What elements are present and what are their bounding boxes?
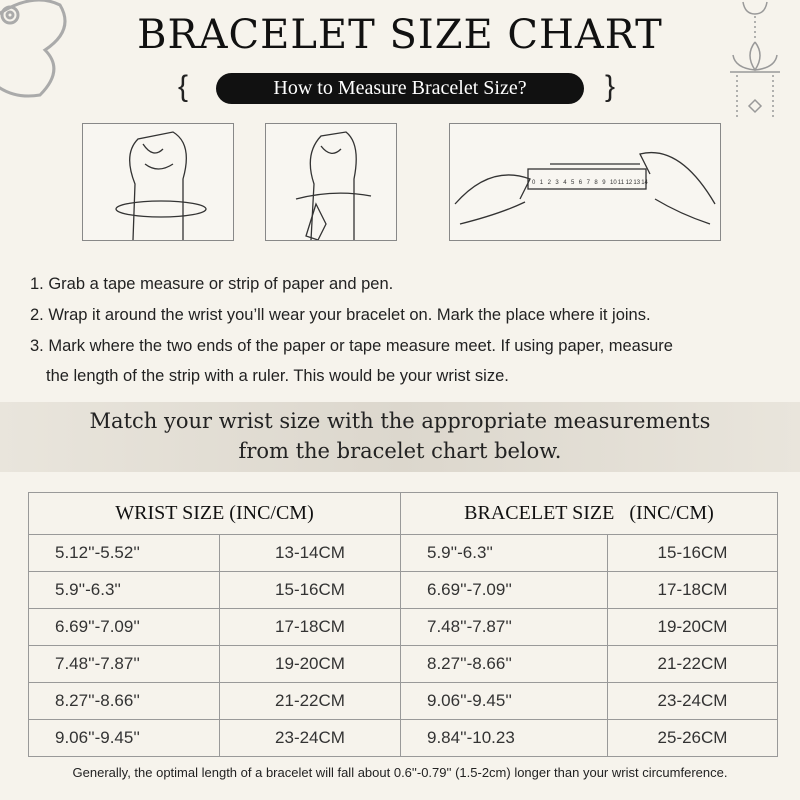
table-row: 7.48''-7.87'' 19-20CM 8.27''-8.66'' 21-22CM: [28, 645, 778, 683]
instruction-step-3: 3. Mark where the two ends of the paper …: [30, 337, 673, 355]
ruler-number: 2: [548, 180, 552, 186]
hands-ruler-icon: 0 1 2 3 4 5 6 7 8 9 10 11 12 13 14: [454, 152, 716, 225]
ruler-number: 10: [610, 180, 617, 186]
cell-bracelet-inches: 5.9''-6.3'': [400, 534, 608, 572]
ruler-number: 3: [555, 180, 559, 186]
cell-bracelet-cm: 21-22CM: [607, 645, 778, 683]
hand-wrist-tape-icon: [115, 131, 207, 241]
illustration-mark-tape: [265, 123, 397, 241]
cell-wrist-cm: 21-22CM: [219, 682, 401, 720]
ruler-number: 5: [571, 180, 575, 186]
flourish-left-icon: {: [178, 70, 189, 103]
cell-bracelet-cm: 25-26CM: [607, 719, 778, 757]
cell-bracelet-inches: 8.27''-8.66'': [400, 645, 608, 683]
cell-wrist-inches: 9.06''-9.45'': [28, 719, 220, 757]
ruler-number: 13: [633, 180, 640, 186]
illustration-wrap-wrist: [82, 123, 234, 241]
hand-marking-pen-icon: [295, 131, 372, 241]
footer-note: Generally, the optimal length of a brace…: [72, 765, 728, 780]
cell-wrist-inches: 5.9''-6.3'': [28, 571, 220, 609]
header-bracelet-size: BRACELET SIZE (INC/CM): [400, 492, 778, 535]
cell-wrist-cm: 19-20CM: [219, 645, 401, 683]
instruction-step-1: 1. Grab a tape measure or strip of paper…: [30, 275, 394, 293]
section-heading-pill: How to Measure Bracelet Size?: [216, 73, 584, 104]
page-title: BRACELET SIZE CHART: [137, 12, 663, 58]
cell-wrist-cm: 15-16CM: [219, 571, 401, 609]
ruler-number: 9: [602, 180, 606, 186]
cell-bracelet-cm: 17-18CM: [607, 571, 778, 609]
ruler-number: 14: [641, 180, 648, 186]
ruler-number: 7: [587, 180, 591, 186]
banner-band: [0, 402, 800, 472]
instruction-step-2: 2. Wrap it around the wrist you’ll wear …: [30, 306, 651, 324]
cell-bracelet-inches: 6.69''-7.09'': [400, 571, 608, 609]
cell-wrist-cm: 13-14CM: [219, 534, 401, 572]
cell-bracelet-cm: 15-16CM: [607, 534, 778, 572]
cell-bracelet-inches: 7.48''-7.87'': [400, 608, 608, 646]
ruler-number: 12: [626, 180, 633, 186]
size-table: WRIST SIZE (INC/CM) BRACELET SIZE (INC/CM…: [28, 492, 778, 757]
ruler-number: 4: [563, 180, 567, 186]
cell-wrist-inches: 8.27''-8.66'': [28, 682, 220, 720]
cell-wrist-inches: 7.48''-7.87'': [28, 645, 220, 683]
ruler-number: 11: [618, 180, 625, 186]
cell-bracelet-inches: 9.84''-10.23: [400, 719, 608, 757]
instruction-step-3-continued: the length of the strip with a ruler. Th…: [46, 367, 509, 385]
cell-bracelet-cm: 19-20CM: [607, 608, 778, 646]
cell-wrist-inches: 5.12''-5.52'': [28, 534, 220, 572]
cell-bracelet-inches: 9.06''-9.45'': [400, 682, 608, 720]
cell-wrist-cm: 17-18CM: [219, 608, 401, 646]
ruler-number: 1: [540, 180, 544, 186]
ruler-number: 8: [594, 180, 598, 186]
banner-line-1: Match your wrist size with the appropria…: [89, 409, 711, 433]
table-row: 8.27''-8.66'' 21-22CM 9.06''-9.45'' 23-24CM: [28, 682, 778, 720]
cell-wrist-cm: 23-24CM: [219, 719, 401, 757]
table-row: 5.9''-6.3'' 15-16CM 6.69''-7.09'' 17-18CM: [28, 571, 778, 609]
table-row: 5.12''-5.52'' 13-14CM 5.9''-6.3'' 15-16CM: [28, 534, 778, 572]
illustration-ruler: 0 1 2 3 4 5 6 7 8 9 10 11 12 13 14: [449, 123, 721, 241]
lotus-flower-decoration: [0, 0, 67, 98]
ruler-number: 6: [579, 180, 583, 186]
ruler-number: 0: [532, 180, 536, 186]
lotus-moon-decoration: [730, 1, 780, 120]
table-row: 9.06''-9.45'' 23-24CM 9.84''-10.23 25-26CM: [28, 719, 778, 757]
table-row: 6.69''-7.09'' 17-18CM 7.48''-7.87'' 19-20CM: [28, 608, 778, 646]
banner-line-2: from the bracelet chart below.: [238, 439, 562, 463]
header-wrist-size: WRIST SIZE (INC/CM): [28, 492, 401, 535]
cell-wrist-inches: 6.69''-7.09'': [28, 608, 220, 646]
flourish-right-icon: }: [605, 70, 616, 103]
cell-bracelet-cm: 23-24CM: [607, 682, 778, 720]
